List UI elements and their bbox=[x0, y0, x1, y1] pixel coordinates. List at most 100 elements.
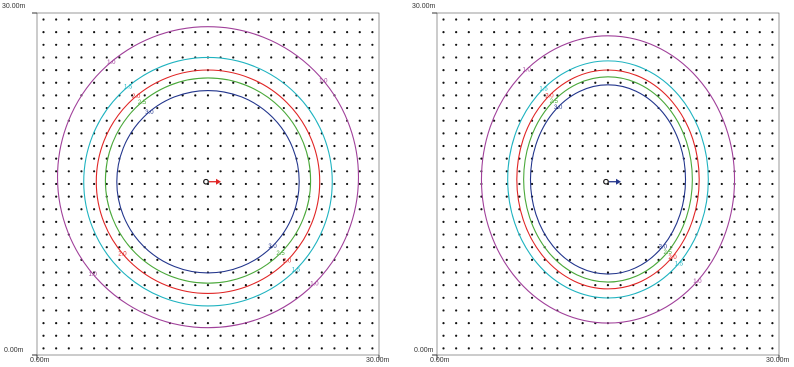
grid-point bbox=[143, 182, 146, 186]
grid-point bbox=[80, 18, 83, 21]
grid-point bbox=[670, 144, 673, 148]
grid-point bbox=[556, 170, 559, 173]
grid-point bbox=[181, 170, 184, 173]
grid-point bbox=[219, 246, 222, 249]
grid-point bbox=[670, 284, 673, 287]
grid-point bbox=[156, 195, 159, 198]
grid-point bbox=[493, 69, 496, 72]
grid-point bbox=[219, 132, 222, 135]
grid-point bbox=[682, 182, 685, 186]
grid-point bbox=[467, 284, 470, 287]
grid-point bbox=[105, 18, 108, 21]
grid-point bbox=[168, 271, 172, 274]
grid-point bbox=[93, 119, 96, 122]
grid-point bbox=[644, 119, 648, 122]
grid-point bbox=[606, 81, 610, 84]
grid-point bbox=[455, 296, 458, 299]
grid-point bbox=[657, 132, 660, 135]
grid-point bbox=[442, 69, 445, 72]
grid-point bbox=[644, 296, 648, 299]
grid-point bbox=[480, 43, 483, 46]
grid-point bbox=[130, 94, 134, 97]
grid-point bbox=[455, 246, 458, 249]
grid-point bbox=[455, 195, 458, 198]
grid-point bbox=[455, 69, 458, 72]
grid-point bbox=[282, 18, 285, 21]
grid-point bbox=[733, 43, 736, 46]
grid-point bbox=[442, 347, 445, 350]
grid-point bbox=[168, 334, 172, 337]
grid-point bbox=[371, 208, 374, 211]
grid-point bbox=[480, 157, 483, 160]
grid-point bbox=[219, 144, 222, 148]
grid-point bbox=[181, 220, 184, 223]
grid-point bbox=[42, 322, 45, 325]
grid-point bbox=[270, 296, 273, 299]
grid-point bbox=[282, 69, 285, 72]
grid-point bbox=[320, 284, 323, 287]
grid-point bbox=[67, 170, 70, 173]
grid-point bbox=[708, 69, 711, 72]
grid-point bbox=[518, 195, 521, 198]
grid-point bbox=[758, 284, 761, 287]
grid-point bbox=[232, 31, 235, 34]
grid-point bbox=[42, 284, 45, 287]
grid-point bbox=[467, 322, 470, 325]
grid-point bbox=[556, 246, 559, 249]
grid-point bbox=[644, 43, 648, 46]
grid-point bbox=[270, 31, 273, 34]
grid-point bbox=[67, 284, 70, 287]
grid-point bbox=[42, 56, 45, 59]
grid-point bbox=[358, 271, 361, 274]
grid-point bbox=[257, 347, 260, 350]
grid-point bbox=[219, 94, 222, 97]
grid-point bbox=[530, 233, 534, 236]
grid-point bbox=[206, 233, 210, 236]
grid-point bbox=[543, 182, 546, 186]
grid-point bbox=[695, 144, 698, 148]
grid-point bbox=[568, 182, 572, 186]
grid-point bbox=[720, 284, 723, 287]
grid-point bbox=[606, 284, 610, 287]
grid-point bbox=[720, 119, 723, 122]
grid-point bbox=[746, 271, 749, 274]
grid-point bbox=[568, 56, 572, 59]
grid-point bbox=[80, 334, 83, 337]
grid-point bbox=[257, 246, 260, 249]
grid-point bbox=[505, 31, 508, 34]
grid-point bbox=[168, 144, 172, 148]
grid-point bbox=[505, 18, 508, 21]
grid-point bbox=[682, 56, 685, 59]
grid-point bbox=[695, 195, 698, 198]
grid-point bbox=[105, 144, 108, 148]
grid-point bbox=[93, 309, 96, 312]
grid-point bbox=[130, 195, 134, 198]
grid-point bbox=[80, 144, 83, 148]
grid-point bbox=[505, 208, 508, 211]
grid-point bbox=[130, 43, 134, 46]
grid-point bbox=[493, 208, 496, 211]
grid-point bbox=[708, 309, 711, 312]
grid-point bbox=[505, 271, 508, 274]
grid-point bbox=[568, 43, 572, 46]
grid-point bbox=[282, 334, 285, 337]
grid-point bbox=[181, 271, 184, 274]
grid-point bbox=[695, 258, 698, 261]
grid-point bbox=[194, 246, 197, 249]
grid-point bbox=[371, 119, 374, 122]
grid-point bbox=[118, 106, 121, 110]
grid-point bbox=[67, 56, 70, 59]
grid-point bbox=[206, 170, 210, 173]
grid-point bbox=[346, 170, 349, 173]
grid-point bbox=[644, 309, 648, 312]
grid-point bbox=[282, 94, 285, 97]
grid-point bbox=[480, 18, 483, 21]
grid-point bbox=[455, 182, 458, 186]
grid-point bbox=[581, 119, 584, 122]
grid-point bbox=[181, 69, 184, 72]
grid-point bbox=[168, 18, 172, 21]
grid-point bbox=[308, 258, 311, 261]
grid-point bbox=[219, 334, 222, 337]
grid-point bbox=[371, 132, 374, 135]
grid-point bbox=[442, 271, 445, 274]
